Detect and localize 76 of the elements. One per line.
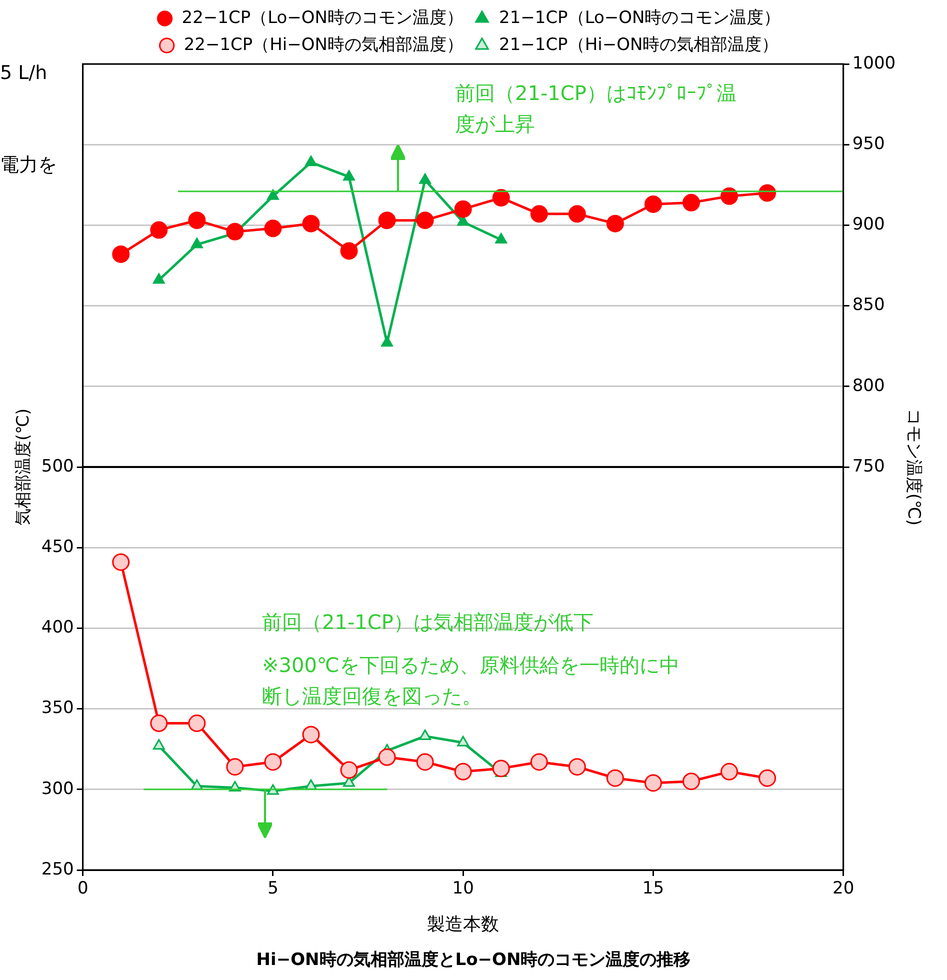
text: 電力を [0,153,58,178]
y-tick-label: 450 [41,537,74,558]
point [226,758,244,776]
point [305,156,317,166]
point [530,205,548,223]
point [340,242,358,260]
point [416,753,434,771]
point [150,714,168,732]
point [682,772,700,790]
point [152,273,165,284]
legend-label: 22−1CP（Hi−ON時の気相部温度） [184,34,464,55]
point [378,212,396,230]
text: 5 L/h [0,61,48,86]
point [720,762,738,780]
y-tick-label: 350 [41,698,74,718]
point [568,758,586,776]
y-tick-label: 250 [41,859,74,880]
x-tick-label: 20 [832,878,854,899]
point [150,221,168,239]
y2-tick-label: 850 [852,295,885,316]
point [492,189,510,207]
point [606,214,624,232]
point [302,214,320,232]
point [302,726,320,744]
point [495,232,508,244]
point [454,762,472,780]
x-tick-label: 0 [77,878,88,899]
point [644,195,662,213]
point [188,212,206,230]
point [454,200,472,218]
point [190,238,203,248]
point [606,769,624,787]
x-tick-label: 5 [268,878,278,899]
annotation: 前回（21-1CP）はｺﾓﾝﾌﾟﾛｰﾌﾟ温度が上昇 [455,80,737,138]
point [530,753,548,771]
point [226,222,244,240]
x-tick-label: 15 [642,878,664,899]
x-tick-label: 10 [452,878,474,899]
point [264,753,282,771]
point [568,205,586,223]
y2-tick-label: 900 [852,214,885,235]
point [340,761,358,779]
text: Hi−ON時の気相部温度とLo−ON時のコモン温度の推移 [255,949,692,971]
point [720,187,738,205]
point [112,553,130,571]
x-axis-title: 製造本数 [427,914,500,935]
point [419,173,432,184]
point [492,760,510,778]
y-tick-label: 500 [41,456,74,476]
point [758,769,776,787]
legend-label: 21−1CP（Lo−ON時のコモン温度） [499,8,781,28]
annotation: ※300℃を下回るため、原料供給を一時的に中断し温度回復を図った。 [262,652,680,710]
point [378,748,396,766]
point [152,739,165,750]
point [457,736,470,746]
point [343,170,355,181]
point [416,212,434,230]
y2-tick-label: 800 [852,376,885,396]
y-axis-title: 気相部温度(℃) [14,408,34,526]
y2-tick-label: 750 [852,456,885,476]
y2-tick-label: 950 [852,134,885,154]
point [381,336,393,347]
point [682,194,700,212]
point [112,245,130,263]
point [267,189,279,200]
y-tick-label: 400 [41,618,74,638]
legend-label: 21−1CP（Hi−ON時の気相部温度） [499,34,779,55]
point [264,220,282,238]
point [644,774,662,792]
point [188,714,206,732]
y2-tick-label: 1000 [852,53,896,74]
y2-axis-title: コモン温度(℃) [903,408,924,526]
annotation: 前回（21-1CP）は気相部温度が低下 [262,609,594,636]
legend-label: 22−1CP（Lo−ON時のコモン温度） [182,8,464,28]
point [419,729,432,740]
y-tick-label: 300 [41,778,74,799]
